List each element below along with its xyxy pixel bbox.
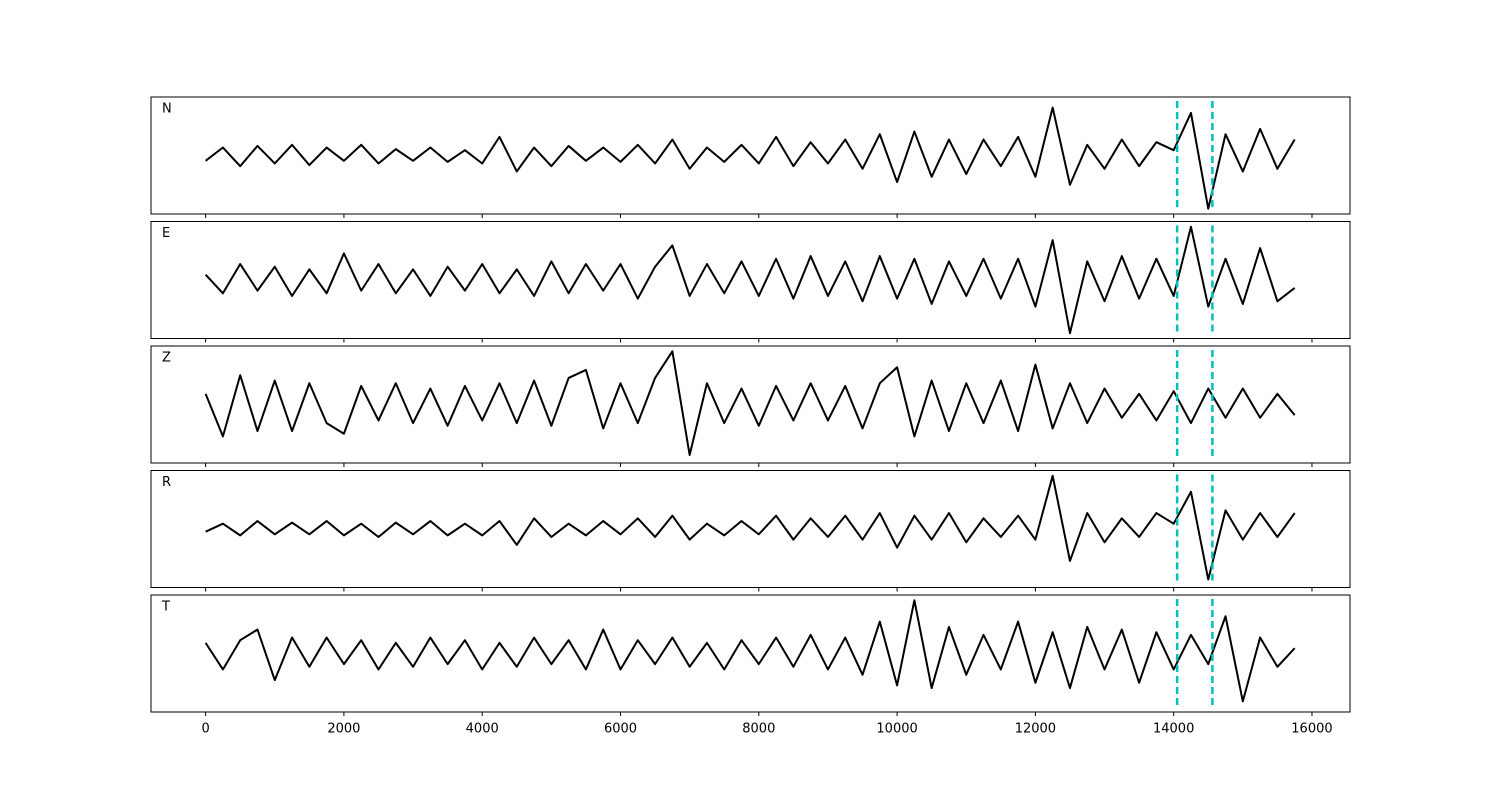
x-tick-label: 4000 bbox=[466, 722, 499, 737]
panel-label: T bbox=[161, 600, 170, 615]
panel-label: R bbox=[162, 475, 171, 490]
panel-label: E bbox=[162, 226, 170, 241]
trace bbox=[204, 599, 1296, 703]
panel-frame bbox=[150, 96, 1351, 215]
trace bbox=[204, 350, 1296, 457]
panel-frame bbox=[150, 221, 1351, 339]
x-tick-label: 10000 bbox=[876, 722, 917, 737]
x-tick-label: 0 bbox=[201, 722, 209, 737]
x-tick-label: 16000 bbox=[1291, 722, 1332, 737]
x-tick-label: 6000 bbox=[604, 722, 637, 737]
x-tick-label: 2000 bbox=[327, 722, 360, 737]
trace bbox=[204, 225, 1296, 335]
panel-frame bbox=[150, 470, 1351, 588]
x-tick-label: 8000 bbox=[742, 722, 775, 737]
panel-frame bbox=[150, 345, 1351, 464]
x-tick-label: 14000 bbox=[1153, 722, 1194, 737]
panel-label: Z bbox=[162, 351, 171, 366]
trace bbox=[205, 106, 1296, 210]
panel-label: N bbox=[162, 102, 172, 117]
panel-frame bbox=[150, 594, 1351, 713]
x-tick-label: 12000 bbox=[1015, 722, 1056, 737]
trace bbox=[205, 474, 1296, 581]
